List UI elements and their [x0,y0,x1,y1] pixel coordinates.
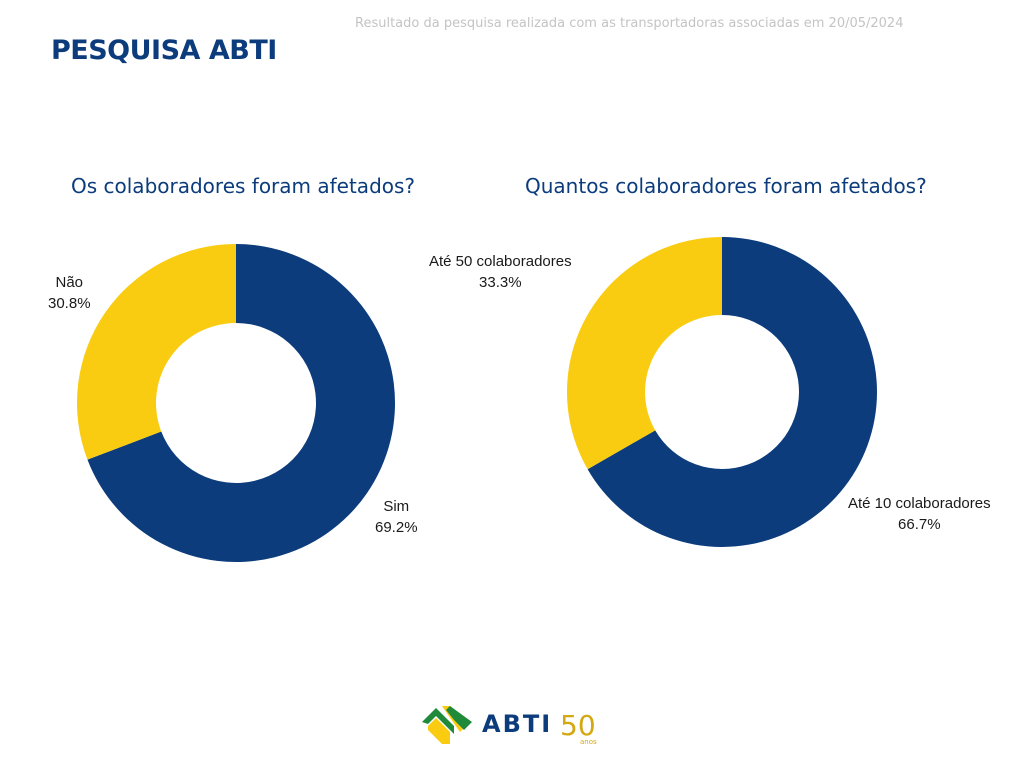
donut-slice-não [77,244,236,460]
survey-subtitle: Resultado da pesquisa realizada com as t… [355,16,904,31]
chart1-label-sim: Sim 69.2% [375,496,418,538]
donut-slice-até-50-colaboradores [567,237,722,470]
label-name: Até 50 colaboradores [429,253,572,270]
label-name: Sim [383,498,410,515]
donut-chart-2 [567,237,878,547]
logo-anos: anos [580,738,597,746]
page-title: PESQUISA ABTI [51,35,277,66]
chart2-label-ate50: Até 50 colaboradores 33.3% [429,251,572,293]
chart1-title: Os colaboradores foram afetados? [71,174,416,198]
label-name: Até 10 colaboradores [848,495,991,512]
donut-chart-1 [77,244,395,563]
label-value: 69.2% [375,519,418,536]
chart1-label-nao: Não 30.8% [48,272,91,314]
chart2-title: Quantos colaboradores foram afetados? [525,174,927,198]
chart2-label-ate10: Até 10 colaboradores 66.7% [848,493,991,535]
logo-years: 50 [560,709,596,742]
logo-text: ABTI [482,710,552,738]
label-value: 66.7% [898,516,941,533]
abti-50-anos-logo: ABTI 50 anos [422,706,597,746]
label-name: Não [55,274,84,291]
label-value: 30.8% [48,295,91,312]
donut-slice-sim [87,244,395,563]
label-value: 33.3% [479,274,522,291]
donut-slice-até-10-colaboradores [587,237,878,547]
abti-logo-icon [422,706,472,744]
